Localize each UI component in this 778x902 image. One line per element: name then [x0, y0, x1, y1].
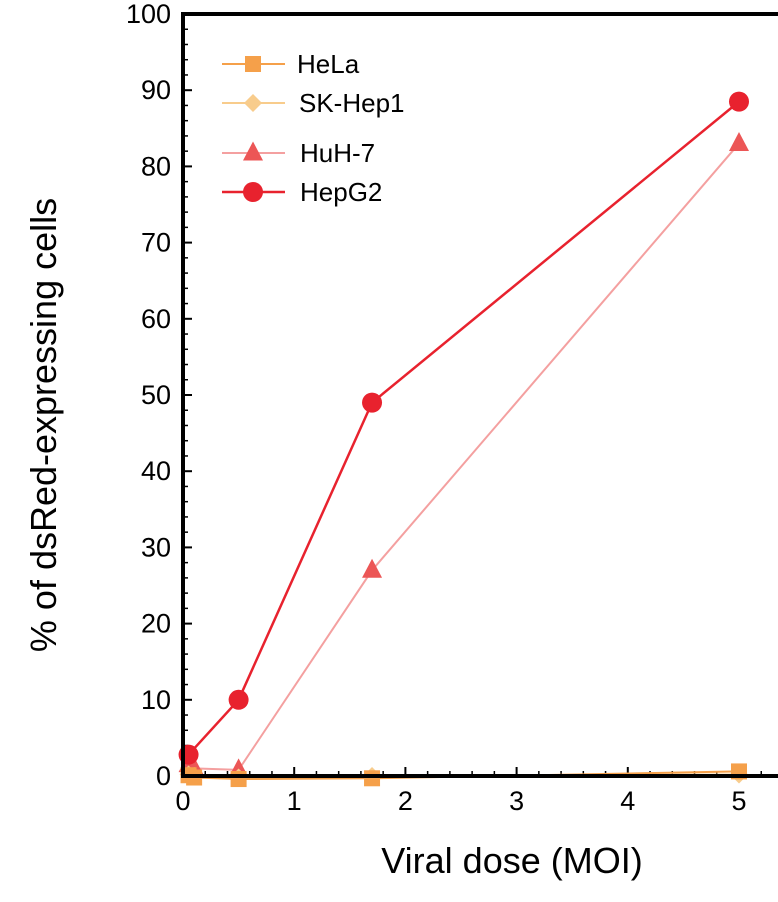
y-tick-label: 0	[156, 761, 171, 791]
legend-marker	[243, 141, 263, 161]
legend-entry: HuH-7	[222, 138, 375, 168]
x-tick-label: 5	[731, 786, 746, 816]
legend-marker	[245, 56, 261, 72]
data-point	[729, 132, 749, 152]
y-tick-label: 100	[126, 0, 171, 29]
y-tick-label: 50	[141, 380, 171, 410]
data-point	[362, 558, 383, 578]
legend-label: SK-Hep1	[299, 88, 405, 118]
y-tick-label: 20	[141, 609, 171, 639]
legend-entry: HepG2	[222, 177, 382, 207]
legend-label: HepG2	[300, 177, 382, 207]
y-tick-label: 80	[141, 151, 171, 181]
x-tick-label: 4	[620, 786, 635, 816]
x-tick-label: 0	[175, 786, 190, 816]
y-tick-label: 70	[141, 228, 171, 258]
data-point	[362, 392, 383, 413]
legend-marker	[244, 94, 262, 112]
legend-entry: HeLa	[222, 49, 360, 79]
data-point	[729, 91, 749, 112]
series-layer	[178, 91, 749, 788]
y-tick-label: 30	[141, 532, 171, 562]
data-point	[230, 771, 247, 788]
y-axis-title: % of dsRed-expressing cells	[23, 198, 64, 652]
y-tick-label: 10	[141, 685, 171, 715]
legend-label: HuH-7	[300, 138, 375, 168]
x-axis-title: Viral dose (MOI)	[381, 840, 642, 881]
legend-marker	[243, 182, 263, 202]
data-point	[364, 770, 381, 787]
y-tick-label: 60	[141, 304, 171, 334]
legend-entry: SK-Hep1	[222, 88, 405, 118]
series-huh-7	[178, 132, 749, 778]
axes-layer	[181, 12, 778, 778]
y-tick-label: 90	[141, 75, 171, 105]
y-tick-label: 40	[141, 456, 171, 486]
x-tick-label: 2	[398, 786, 413, 816]
x-tick-label: 1	[287, 786, 302, 816]
series-line	[187, 100, 740, 756]
x-tick-label: 3	[509, 786, 524, 816]
legend: HeLa SK-Hep1 HuH-7 HepG2	[222, 49, 405, 207]
series-line	[187, 142, 740, 771]
legend-label: HeLa	[297, 49, 360, 79]
data-point	[228, 689, 249, 710]
